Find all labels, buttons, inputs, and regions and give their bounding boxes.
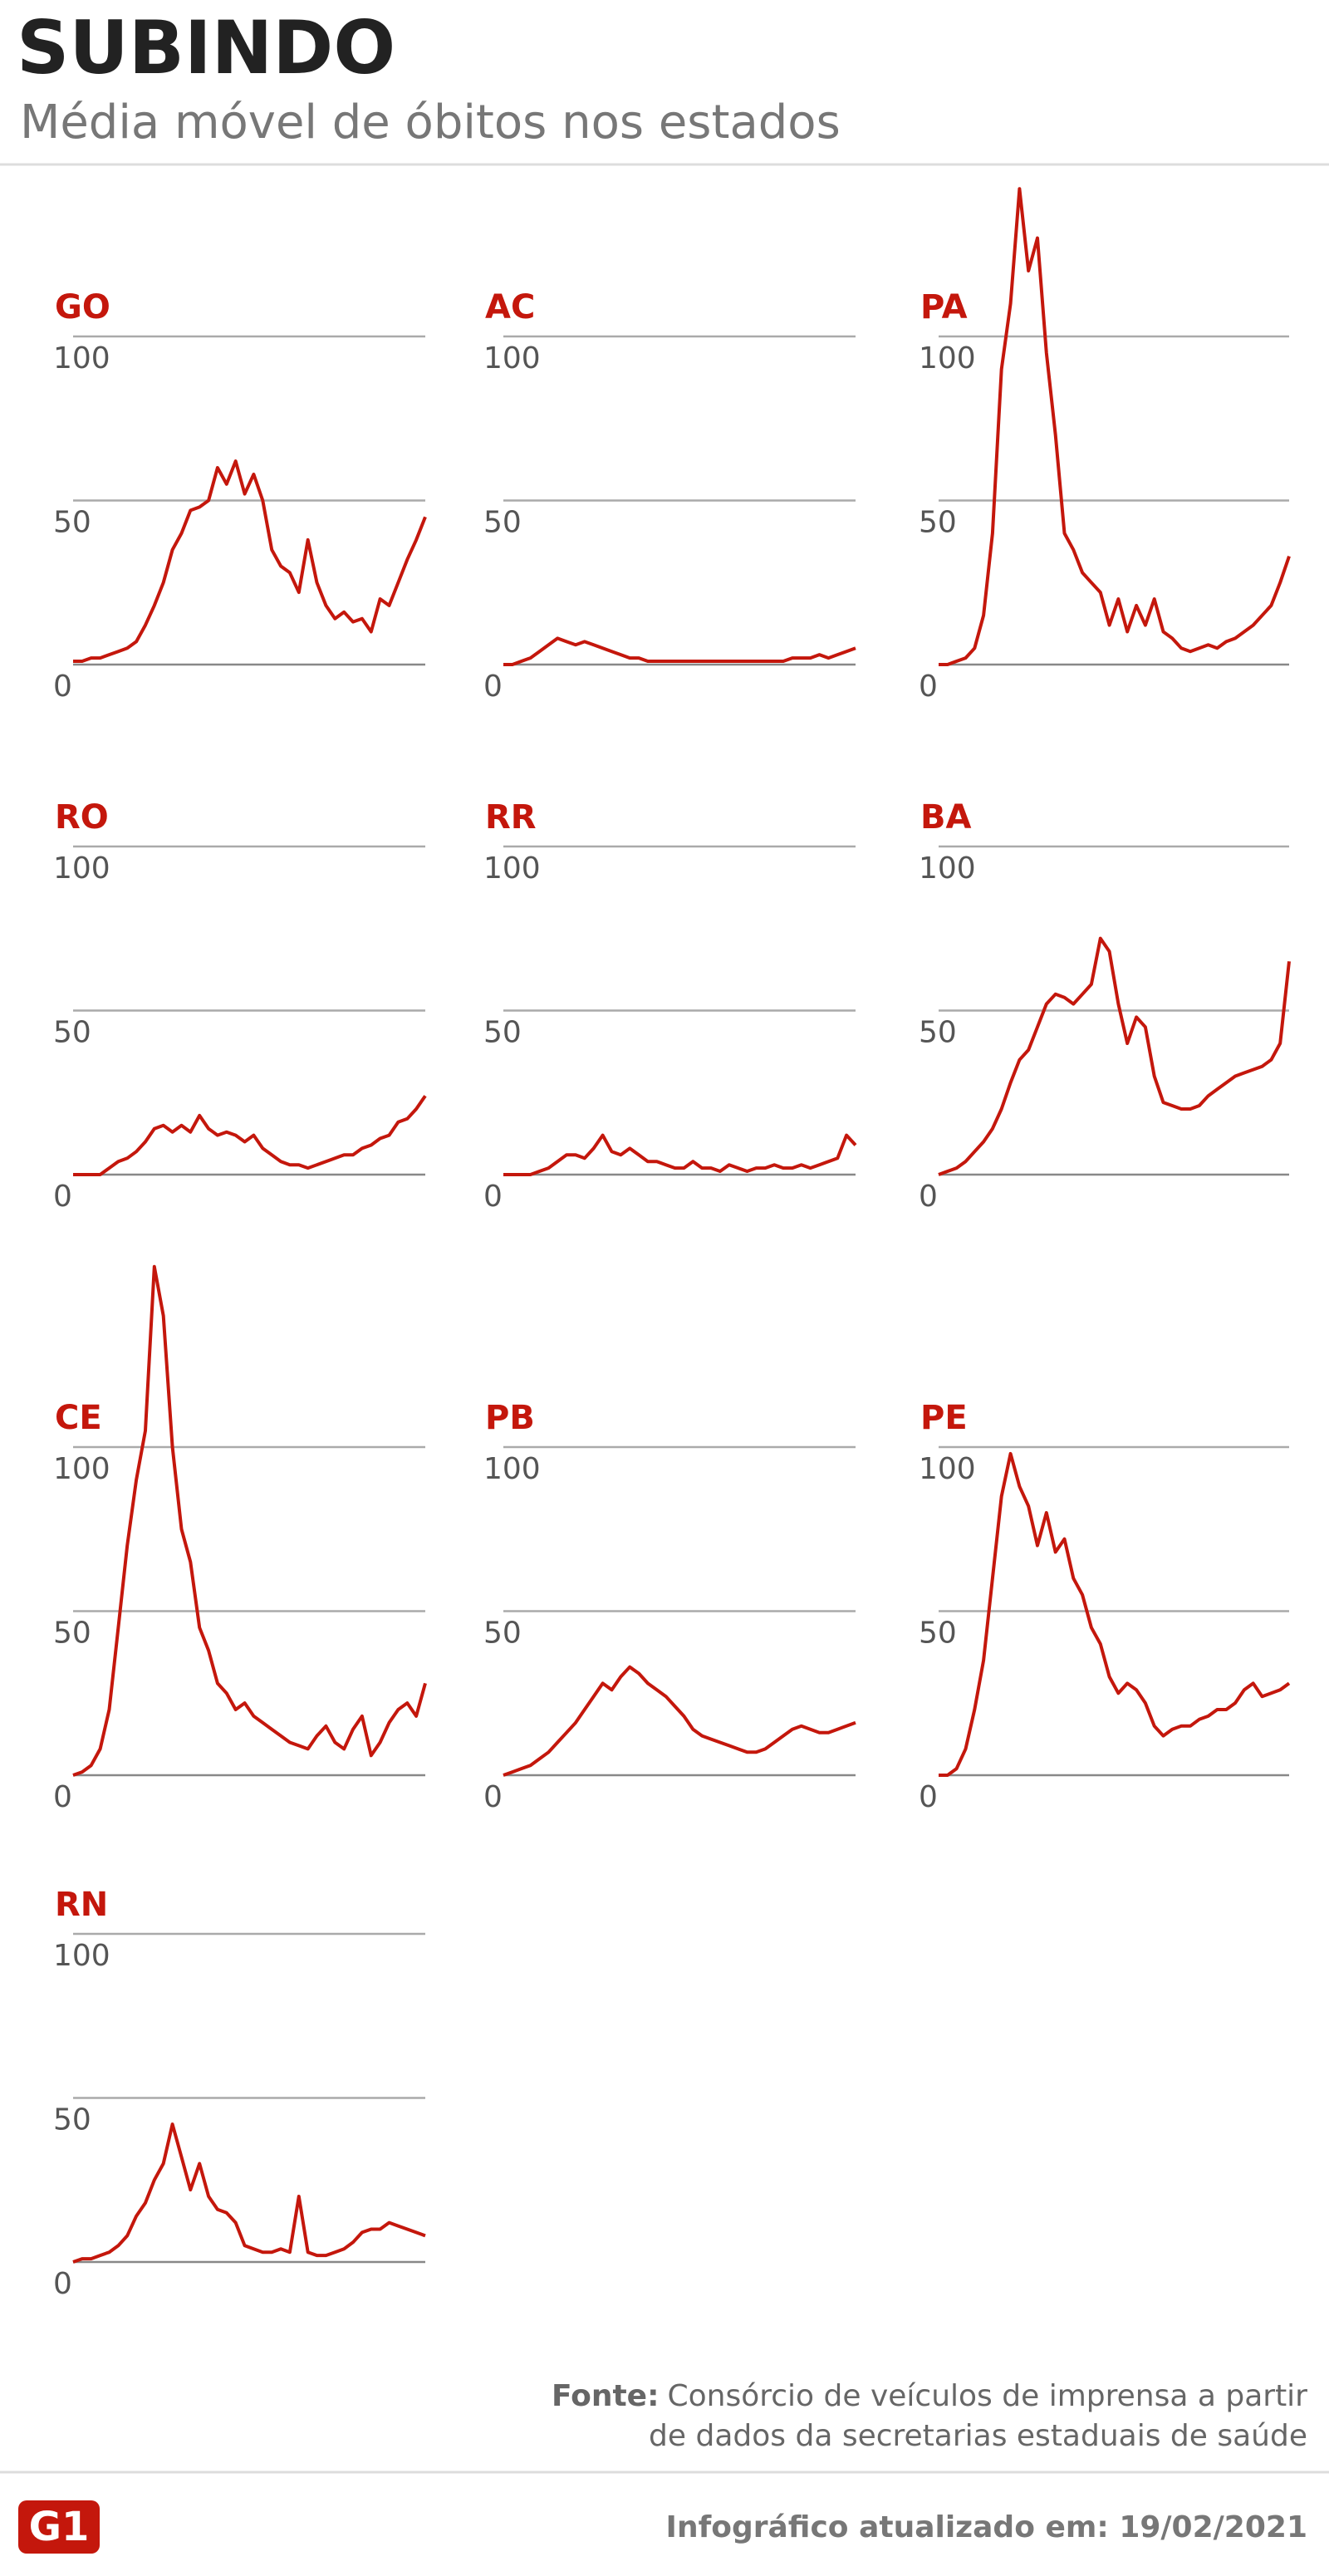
panel-title: GO bbox=[55, 288, 110, 326]
panel-title: PB bbox=[485, 1399, 535, 1437]
panel-title: RN bbox=[55, 1886, 108, 1924]
panel-title: CE bbox=[55, 1399, 102, 1437]
data-line bbox=[72, 2122, 426, 2264]
data-line bbox=[939, 1451, 1291, 1777]
panel-title: RO bbox=[55, 798, 109, 837]
y-tick-label: 0 bbox=[53, 2267, 72, 2301]
y-tick-label: 50 bbox=[53, 1016, 91, 1050]
y-tick-label: 100 bbox=[483, 341, 541, 375]
y-tick-label: 50 bbox=[53, 1617, 91, 1651]
source-text: de dados da secretarias estaduais de saú… bbox=[649, 2419, 1307, 2453]
logo: G1 bbox=[29, 2504, 90, 2550]
y-tick-label: 50 bbox=[919, 1617, 957, 1651]
source: Fonte: Consórcio de veículos de imprensa … bbox=[552, 2379, 1307, 2413]
source-text: Consórcio de veículos de imprensa a part… bbox=[667, 2379, 1307, 2413]
data-line bbox=[938, 936, 1291, 1176]
logo-box bbox=[18, 2500, 100, 2554]
panel-title: RR bbox=[485, 798, 537, 837]
y-tick-label: 50 bbox=[483, 1016, 522, 1050]
source-label: Fonte: bbox=[552, 2379, 660, 2413]
y-tick-label: 0 bbox=[53, 1180, 72, 1214]
panel-title: PE bbox=[920, 1399, 968, 1437]
y-tick-label: 100 bbox=[483, 1452, 541, 1486]
y-tick-label: 50 bbox=[919, 1016, 957, 1050]
y-tick-label: 50 bbox=[53, 506, 91, 540]
y-tick-label: 0 bbox=[919, 670, 938, 704]
title: SUBINDO bbox=[17, 5, 395, 91]
y-tick-label: 100 bbox=[53, 341, 110, 375]
panel-title: AC bbox=[485, 288, 535, 326]
y-tick-label: 0 bbox=[919, 1180, 938, 1214]
data-line bbox=[73, 459, 427, 663]
data-line bbox=[503, 1133, 857, 1176]
y-tick-label: 0 bbox=[483, 1780, 503, 1814]
data-line bbox=[72, 1264, 427, 1777]
y-tick-label: 50 bbox=[919, 506, 957, 540]
y-tick-label: 100 bbox=[919, 1452, 976, 1486]
data-line bbox=[503, 1665, 856, 1777]
y-tick-label: 100 bbox=[919, 341, 976, 375]
data-line bbox=[73, 1095, 427, 1176]
y-tick-label: 100 bbox=[53, 1452, 110, 1486]
subtitle: Média móvel de óbitos nos estados bbox=[20, 96, 841, 150]
y-tick-label: 50 bbox=[53, 2103, 91, 2137]
y-tick-label: 0 bbox=[919, 1780, 938, 1814]
y-tick-label: 50 bbox=[483, 1617, 522, 1651]
y-tick-label: 0 bbox=[53, 670, 72, 704]
panel-title: BA bbox=[920, 798, 971, 837]
y-tick-label: 100 bbox=[53, 1939, 110, 1973]
y-tick-label: 0 bbox=[483, 670, 503, 704]
y-tick-label: 100 bbox=[919, 851, 976, 886]
updated: Infográfico atualizado em: 19/02/2021 bbox=[666, 2510, 1307, 2544]
y-tick-label: 100 bbox=[53, 851, 110, 886]
y-tick-label: 50 bbox=[483, 506, 522, 540]
data-line bbox=[939, 187, 1291, 666]
panel-title: PA bbox=[920, 288, 968, 326]
y-tick-label: 0 bbox=[483, 1180, 503, 1214]
data-line bbox=[503, 636, 856, 666]
y-tick-label: 0 bbox=[53, 1780, 72, 1814]
y-tick-label: 100 bbox=[483, 851, 541, 886]
